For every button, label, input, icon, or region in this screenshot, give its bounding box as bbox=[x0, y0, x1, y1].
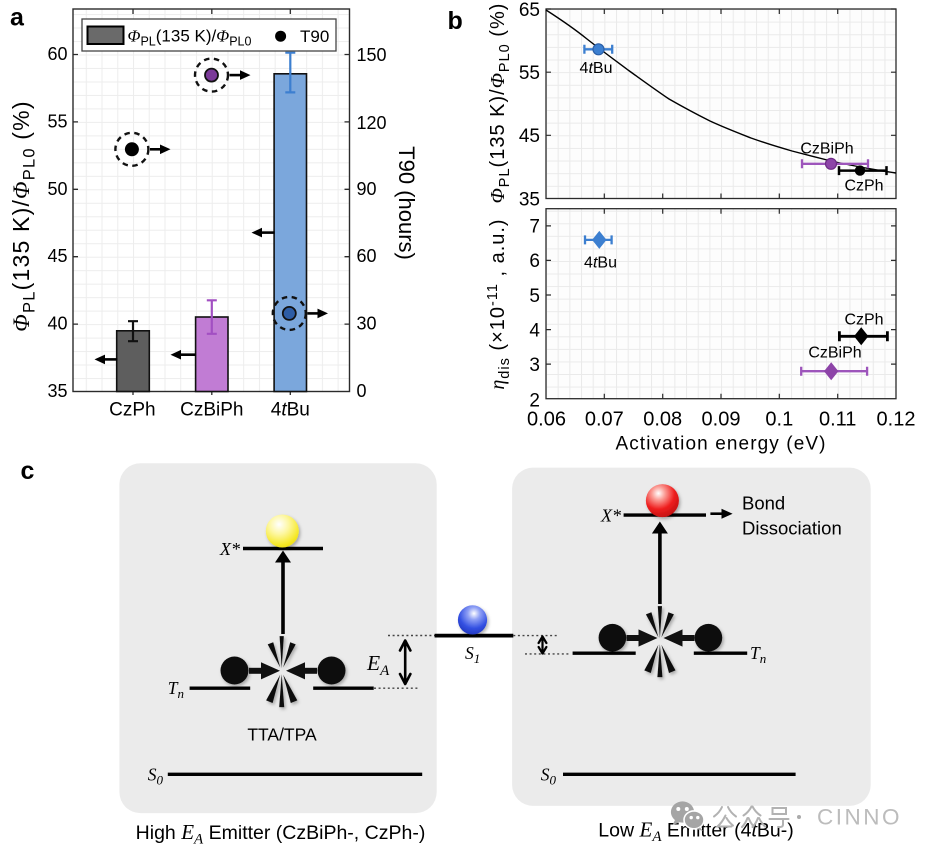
svg-text:CINNO: CINNO bbox=[817, 805, 902, 830]
svg-text:3: 3 bbox=[529, 355, 540, 376]
svg-text:45: 45 bbox=[47, 246, 67, 266]
svg-text:CzBiPh: CzBiPh bbox=[800, 141, 853, 158]
svg-text:a: a bbox=[10, 4, 25, 32]
svg-text:150: 150 bbox=[357, 45, 387, 65]
svg-text:30: 30 bbox=[357, 314, 377, 334]
svg-text:S1: S1 bbox=[465, 643, 480, 666]
svg-text:35: 35 bbox=[47, 381, 67, 401]
svg-text:0.06: 0.06 bbox=[527, 409, 566, 431]
svg-text:T90 (hours): T90 (hours) bbox=[394, 146, 419, 260]
svg-text:Dissociation: Dissociation bbox=[742, 518, 842, 539]
svg-text:65: 65 bbox=[519, 0, 540, 21]
svg-text:X*: X* bbox=[219, 539, 240, 559]
svg-text:60: 60 bbox=[357, 246, 377, 266]
svg-text:CzPh: CzPh bbox=[844, 178, 883, 195]
svg-text:c: c bbox=[21, 457, 35, 485]
svg-text:4tBu: 4tBu bbox=[271, 400, 310, 421]
svg-text:50: 50 bbox=[47, 179, 67, 199]
svg-text:0.1: 0.1 bbox=[765, 409, 793, 431]
svg-text:4tBu: 4tBu bbox=[580, 60, 613, 77]
svg-text:ΦPL(135 K)/ΦPL0 (%): ΦPL(135 K)/ΦPL0 (%) bbox=[487, 3, 513, 204]
svg-text:Tn: Tn bbox=[168, 678, 184, 701]
svg-text:Tn: Tn bbox=[750, 643, 766, 666]
svg-text:2: 2 bbox=[529, 390, 540, 411]
svg-text:0.09: 0.09 bbox=[702, 409, 741, 431]
svg-text:35: 35 bbox=[519, 189, 540, 210]
svg-text:Bond: Bond bbox=[742, 493, 785, 514]
svg-text:60: 60 bbox=[47, 44, 67, 64]
svg-text:40: 40 bbox=[47, 314, 67, 334]
svg-text:CzBiPh: CzBiPh bbox=[180, 400, 243, 421]
svg-text:0.07: 0.07 bbox=[585, 409, 624, 431]
svg-text:5: 5 bbox=[529, 286, 540, 307]
svg-text:4tBu: 4tBu bbox=[584, 255, 617, 272]
svg-text:Activation energy (eV): Activation energy (eV) bbox=[615, 434, 826, 455]
svg-text:0.08: 0.08 bbox=[643, 409, 682, 431]
svg-text:S0: S0 bbox=[541, 764, 557, 787]
svg-text:High EA Emitter (CzBiPh-, CzPh: High EA Emitter (CzBiPh-, CzPh-) bbox=[136, 820, 426, 848]
svg-text:CzPh: CzPh bbox=[109, 400, 155, 421]
svg-text:7: 7 bbox=[529, 217, 540, 238]
svg-text:ηdis (×10-11 , a.u.): ηdis (×10-11 , a.u.) bbox=[485, 218, 513, 389]
svg-text:T90: T90 bbox=[300, 27, 329, 46]
svg-text:90: 90 bbox=[357, 179, 377, 199]
svg-text:120: 120 bbox=[357, 113, 387, 133]
svg-text:ΦPL(135 K)/ΦPL0: ΦPL(135 K)/ΦPL0 bbox=[128, 27, 252, 49]
svg-text:S0: S0 bbox=[148, 764, 164, 787]
svg-text:55: 55 bbox=[47, 111, 67, 131]
svg-text:0.12: 0.12 bbox=[877, 409, 916, 431]
svg-text:0: 0 bbox=[357, 381, 367, 401]
svg-text:EA: EA bbox=[366, 651, 390, 679]
svg-text:6: 6 bbox=[529, 251, 540, 272]
svg-text:4: 4 bbox=[529, 320, 540, 341]
svg-text:ΦPL(135 K)/ΦPL0 (%): ΦPL(135 K)/ΦPL0 (%) bbox=[8, 100, 39, 331]
svg-text:CzBiPh: CzBiPh bbox=[808, 345, 861, 362]
svg-text:55: 55 bbox=[519, 63, 540, 84]
svg-text:X*: X* bbox=[600, 506, 621, 526]
svg-text:CzPh: CzPh bbox=[844, 312, 883, 329]
svg-text:0.11: 0.11 bbox=[819, 409, 856, 431]
svg-text:b: b bbox=[448, 7, 463, 35]
svg-text:TTA/TPA: TTA/TPA bbox=[247, 725, 317, 745]
svg-text:45: 45 bbox=[519, 126, 540, 147]
